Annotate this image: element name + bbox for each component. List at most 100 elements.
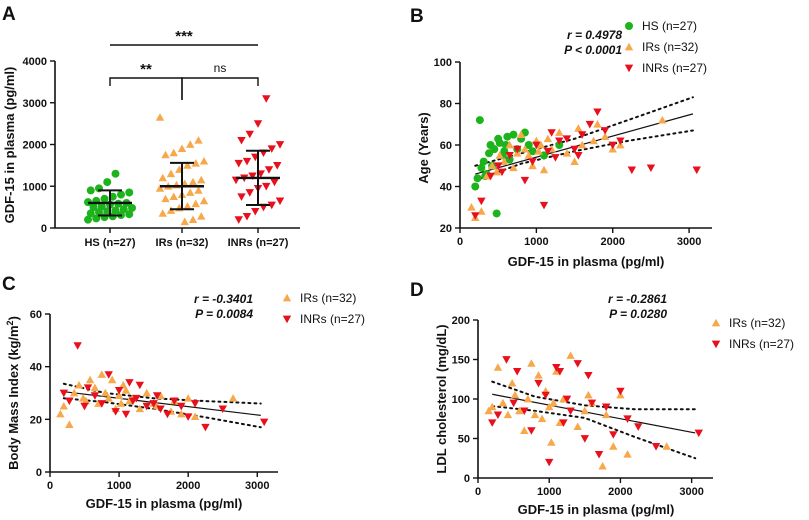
panel-a-point-inrs [262, 182, 271, 191]
panel-d-legend-label: INRs (n=27) [729, 337, 794, 351]
panel-c-p-value: P = 0.0084 [195, 307, 253, 321]
panel-a-point-irs [155, 113, 165, 121]
panel-c-x-tick-label: 2000 [176, 480, 200, 492]
panel-c-y-label-end: ) [6, 316, 21, 320]
panel-b-point-hs [473, 174, 482, 183]
panel-d-point-irs [580, 406, 590, 415]
panel-c-point-irs [135, 404, 145, 413]
panel-d-point-irs [484, 406, 493, 415]
panel-a-point-hs [89, 203, 98, 212]
panel-a-point-irs [180, 217, 189, 226]
panel-b-point-irs [482, 171, 491, 180]
panel-c-point-irs [107, 375, 117, 384]
panel-b-legend-marker-inrs [624, 64, 634, 73]
panel-b-point-irs [593, 120, 602, 128]
panel-d-point-irs [623, 450, 632, 458]
panel-d-point-irs [566, 351, 575, 359]
panel-c-y-label-sup: 2 [5, 320, 15, 325]
panel-b-point-irs [543, 134, 553, 143]
panel-a-point-irs [186, 188, 195, 196]
panel-b-point-inrs [608, 141, 617, 150]
panel-a-category-label: HS (n=27) [84, 237, 135, 249]
panel-d-point-irs [584, 390, 593, 399]
panel-b-point-inrs [532, 141, 541, 150]
panel-a-category-labels: HS (n=27) IRs (n=32) INRs (n=27) [84, 228, 289, 249]
panel-a-point-hs [97, 202, 106, 211]
panel-a-point-irs [188, 177, 198, 186]
panel-d-point-inrs [509, 399, 518, 408]
panel-b-point-hs [528, 147, 537, 156]
panel-d-y-tick-label: 50 [458, 434, 470, 446]
panel-b-legend-label: INRs (n=27) [642, 61, 707, 75]
panel-b-y-tick-label: 40 [440, 182, 452, 194]
panel-b-point-inrs [493, 162, 503, 170]
panel-d-point-irs [662, 442, 671, 450]
panel-c-point-irs [190, 412, 200, 421]
panel-b-point-irs [600, 132, 610, 141]
panel-a-category-label: INRs (n=27) [228, 237, 289, 249]
panel-d-point-irs [515, 406, 524, 415]
panel-c-point-inrs [121, 410, 131, 419]
panel-d-point-inrs [493, 411, 503, 419]
panel-d-point-inrs [520, 407, 529, 416]
panel-d-point-irs [534, 371, 543, 379]
panel-a-point-irs [199, 196, 209, 205]
panel-b-x-tick-label: 0 [457, 236, 463, 248]
panel-d-r-value: r = -0.2861 [608, 292, 667, 306]
panel-c-ticks: 0 20 40 60 0 1000 2000 3000 [30, 309, 270, 492]
panel-c-point-inrs [65, 397, 74, 406]
panel-a-y-tick-label: 1000 [23, 181, 47, 193]
panel-b-point-irs [520, 144, 530, 153]
panel-a-point-hs [111, 169, 120, 178]
panel-b-point-irs [574, 124, 583, 132]
panel-c-point-inrs [170, 397, 179, 406]
panel-c-x-tick-label: 1000 [107, 480, 131, 492]
panel-a-point-inrs [273, 162, 282, 170]
panel-d-point-irs [547, 438, 556, 446]
panel-b-point-inrs [616, 137, 625, 146]
panel-d-point-inrs [651, 443, 661, 451]
panel-b-legend: HS (n=27) IRs (n=32) INRs (n=27) [624, 19, 707, 75]
panel-d-x-tick-label: 0 [475, 486, 481, 498]
panel-c-point-irs [228, 394, 238, 402]
panel-b-point-hs [479, 157, 488, 166]
panel-a-point-inrs [242, 212, 252, 221]
panel-b-point-irs [658, 115, 667, 124]
panel-a-point-irs [191, 159, 200, 167]
panel-c-point-irs [69, 388, 79, 397]
panel-a-point-irs [194, 186, 203, 194]
panel-b-point-hs [509, 130, 518, 139]
panel-b-point-irs [562, 149, 572, 157]
panel-b-point-inrs [646, 164, 656, 173]
panel-d-p-value: P = 0.0280 [609, 307, 667, 321]
panel-c-group: 0 20 40 60 0 1000 2000 3000 r = -0.3401 P = 0.0… [5, 291, 365, 511]
panel-a-category-label: IRs (n=32) [156, 237, 209, 249]
panel-d-point-irs [520, 426, 529, 434]
panel-d-points [484, 351, 703, 470]
panel-b-y-label: Age (Years) [416, 112, 431, 184]
panel-d-point-irs [549, 398, 558, 407]
panel-b-point-inrs [555, 137, 564, 146]
panel-a-point-irs [183, 161, 192, 169]
panel-d-point-irs [527, 359, 536, 367]
panel-c-y-tick-label: 0 [36, 467, 42, 479]
panel-b-point-inrs [539, 201, 549, 210]
panel-d-point-inrs [694, 429, 703, 438]
panel-c-point-inrs [183, 413, 193, 421]
panel-label-a: A [2, 4, 16, 25]
panel-c-r-value: r = -0.3401 [194, 292, 253, 306]
panel-b-y-tick-label: 80 [440, 99, 452, 111]
panel-b-y-tick-label: 20 [440, 223, 452, 235]
panel-a-point-irs [158, 173, 167, 182]
panel-c-point-inrs [190, 400, 200, 408]
panel-a-point-irs [155, 184, 165, 192]
panel-a-point-irs [166, 169, 176, 178]
panel-a-point-inrs [275, 141, 285, 149]
panel-c-point-inrs [163, 410, 172, 419]
panel-d-point-inrs [609, 431, 618, 439]
panel-c-point-inrs [59, 389, 69, 398]
panel-b-point-inrs [471, 212, 480, 220]
panel-a-point-hs [125, 210, 134, 219]
panel-c-point-irs [101, 388, 110, 397]
